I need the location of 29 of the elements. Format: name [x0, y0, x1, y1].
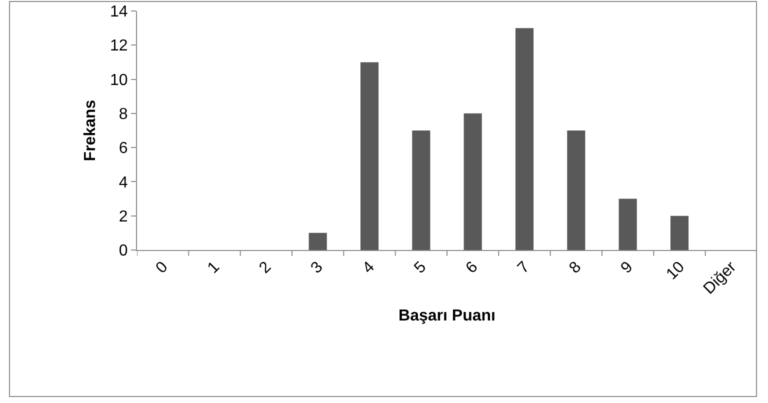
y-tick-label: 14 [110, 4, 128, 21]
bar [308, 232, 327, 250]
y-tick-label: 10 [110, 72, 128, 89]
x-tick-label: 3 [308, 258, 326, 277]
bar [567, 130, 586, 250]
x-tick-label: 7 [514, 258, 534, 277]
y-tick-label: 8 [118, 106, 128, 124]
y-tick-label: 6 [118, 140, 128, 158]
bar [464, 113, 482, 250]
bar [360, 62, 379, 250]
x-tick-label: 10 [663, 258, 688, 284]
bar [670, 216, 689, 250]
x-tick-label: 0 [152, 258, 172, 277]
bar [618, 198, 637, 250]
y-tick-label: 0 [118, 242, 128, 260]
x-tick-label: 4 [360, 258, 378, 277]
x-tick-label: 1 [204, 258, 224, 277]
x-axis-title: Başarı Puanı [398, 307, 496, 324]
y-tick-label: 4 [118, 174, 128, 192]
x-tick-label: 2 [256, 258, 275, 277]
y-tick-label: 2 [118, 208, 128, 226]
x-tick-label: 6 [462, 258, 482, 277]
x-tick-label: 5 [411, 258, 430, 277]
x-tick-label: 9 [618, 258, 636, 277]
bar [515, 28, 534, 250]
y-axis-title: Frekans [82, 100, 99, 162]
bar [412, 130, 430, 250]
x-tick-label: 8 [566, 258, 585, 277]
y-tick-label: 12 [110, 38, 128, 55]
